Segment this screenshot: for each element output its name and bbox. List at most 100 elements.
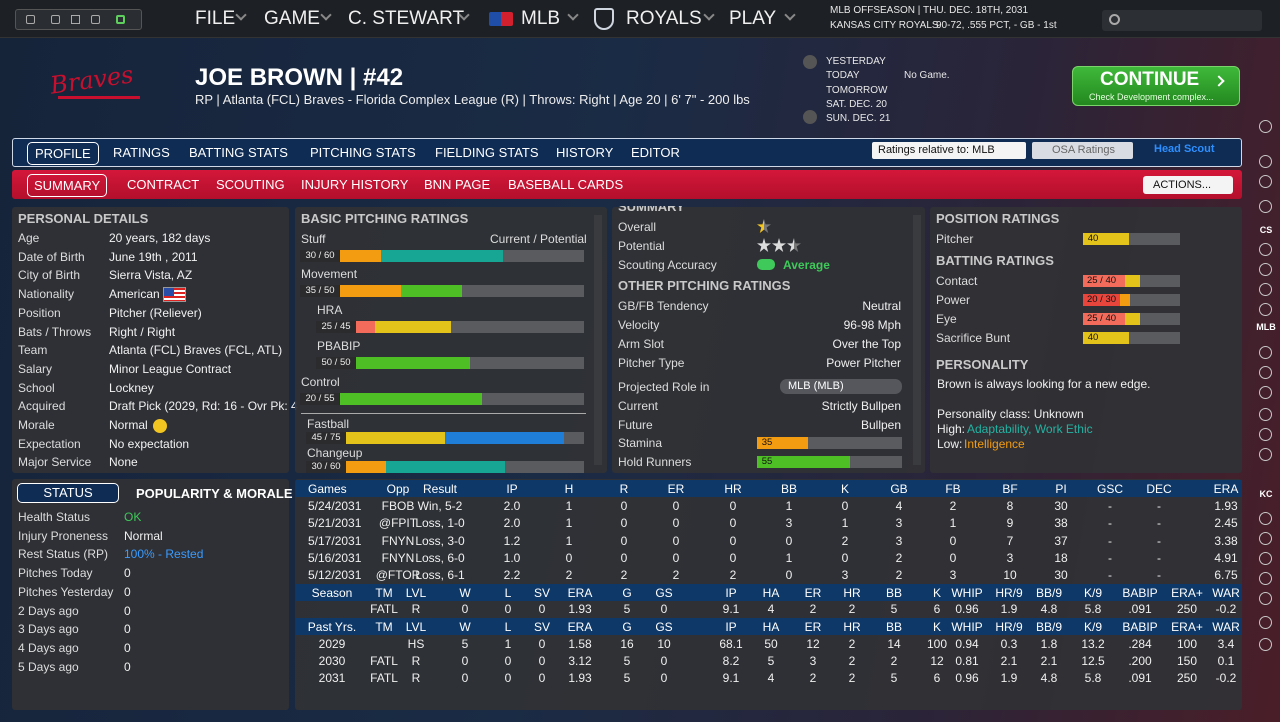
rating-current [356, 357, 470, 369]
sidebar-icon[interactable] [1259, 408, 1272, 421]
column-header: DEC [1146, 482, 1172, 496]
sidebar-icon[interactable] [1259, 243, 1272, 256]
table-cell: 4 [895, 499, 903, 513]
subtab[interactable]: SCOUTING [216, 177, 285, 192]
column-header: ER [667, 482, 685, 496]
subtab[interactable]: SUMMARY [27, 174, 108, 197]
rating-label: 55 [757, 456, 777, 468]
sidebar-icon[interactable] [1259, 263, 1272, 276]
table-cell: 0 [949, 550, 957, 565]
browser-button[interactable] [116, 15, 125, 24]
subtab[interactable]: BASEBALL CARDS [508, 177, 624, 192]
star-rating [757, 238, 802, 252]
table-cell: 0 [672, 499, 680, 513]
detail-value: No expectation [109, 436, 190, 451]
sidebar-icon[interactable] [1259, 155, 1272, 168]
sidebar-icon[interactable] [1259, 428, 1272, 441]
tab[interactable]: BATTING STATS [189, 145, 288, 160]
rating-current [777, 456, 850, 468]
sidebar-icon[interactable] [1259, 552, 1272, 565]
table-cell: 9.1 [722, 671, 740, 685]
sidebar-icon[interactable] [1259, 592, 1272, 605]
table-cell: 5/16/2031 [308, 550, 362, 565]
search-box[interactable] [1102, 10, 1262, 31]
rating-label: 30 / 60 [300, 250, 340, 262]
column-header: K/9 [1083, 586, 1102, 600]
sidebar-icon[interactable] [1259, 638, 1272, 651]
column-header[interactable]: Past Yrs. [307, 620, 357, 634]
tab[interactable]: FIELDING STATS [435, 145, 539, 160]
rating-name: Stuff [301, 232, 326, 246]
status-value: 0 [124, 566, 131, 581]
column-header[interactable]: Games [308, 482, 347, 496]
table-cell: 2 [565, 568, 573, 583]
browser-button[interactable] [91, 15, 100, 24]
status-tab[interactable]: POPULARITY & MORALE [136, 486, 293, 501]
table-cell: - [1157, 499, 1161, 513]
nav-item[interactable]: FILE [195, 8, 236, 29]
column-header[interactable]: Season [311, 586, 353, 600]
sidebar-icon[interactable] [1259, 120, 1272, 133]
schedule-up[interactable] [803, 55, 817, 69]
tab[interactable]: EDITOR [631, 145, 680, 160]
nav-item[interactable]: MLB [521, 8, 561, 29]
nav-item[interactable]: GAME [264, 8, 320, 29]
subtab[interactable]: CONTRACT [127, 177, 200, 192]
sidebar-icon[interactable] [1259, 448, 1272, 461]
continue-button[interactable]: CONTINUE Check Development complex... [1072, 66, 1240, 106]
browser-button[interactable] [71, 15, 80, 24]
osa-toggle[interactable]: OSA Ratings [1032, 142, 1133, 159]
sidebar-icon[interactable] [1259, 572, 1272, 585]
table-cell: 1 [785, 550, 793, 565]
column-header: Opp [386, 482, 410, 496]
sidebar-icon[interactable] [1259, 200, 1272, 213]
rating-potential [1125, 313, 1140, 325]
sidebar-icon[interactable] [1259, 283, 1272, 296]
table-cell: 6.75 [1214, 568, 1238, 583]
nav-item[interactable]: C. STEWART [348, 8, 465, 29]
browser-button[interactable] [26, 15, 35, 24]
table-cell: - [1108, 499, 1112, 513]
sidebar-icon[interactable] [1259, 616, 1272, 629]
tab[interactable]: HISTORY [556, 145, 614, 160]
browser-button[interactable] [51, 15, 60, 24]
subtab[interactable]: INJURY HISTORY [301, 177, 409, 192]
table-cell: 0 [461, 602, 469, 616]
detail-value: June 19th , 2011 [109, 249, 198, 264]
sidebar-icon[interactable] [1259, 386, 1272, 399]
table-cell: 2030 [318, 654, 346, 668]
subtab[interactable]: BNN PAGE [424, 177, 491, 192]
tab[interactable]: PROFILE [27, 142, 99, 165]
table-cell: .284 [1128, 637, 1152, 651]
nav-item[interactable]: PLAY [729, 8, 777, 29]
table-cell: 12 [806, 637, 820, 651]
sidebar-icon[interactable] [1259, 303, 1272, 316]
summary-label: Future [618, 418, 653, 432]
table-cell: 5/12/2031 [308, 568, 362, 583]
schedule-down[interactable] [803, 110, 817, 124]
sidebar-icon[interactable] [1259, 346, 1272, 359]
column-header: K/9 [1083, 620, 1102, 634]
table-cell: 0 [660, 671, 668, 685]
table-cell: 5.8 [1084, 671, 1102, 685]
column-header: BF [1002, 482, 1018, 496]
sidebar-icon[interactable] [1259, 512, 1272, 525]
flag-canton [164, 288, 174, 296]
summary-value: Bullpen [860, 418, 901, 432]
sidebar-icon[interactable] [1259, 532, 1272, 545]
status-tab[interactable]: STATUS [17, 483, 119, 503]
sidebar-icon[interactable] [1259, 175, 1272, 188]
summary-value: Neutral [862, 299, 901, 313]
ratings-select[interactable]: Ratings relative to: MLB [872, 142, 1026, 159]
status-value: 0 [124, 659, 131, 674]
scout-toggle[interactable]: Head Scout [1154, 143, 1215, 155]
table-cell: - [1108, 516, 1112, 531]
actions-button[interactable]: ACTIONS... [1143, 176, 1233, 194]
role-select[interactable]: MLB (MLB) [780, 379, 902, 394]
table-cell: 2 [841, 533, 849, 548]
sidebar-icon[interactable] [1259, 366, 1272, 379]
tab[interactable]: RATINGS [113, 145, 170, 160]
tab[interactable]: PITCHING STATS [310, 145, 416, 160]
table-cell: 2.1 [1040, 654, 1058, 668]
nav-item[interactable]: ROYALS [626, 8, 702, 29]
